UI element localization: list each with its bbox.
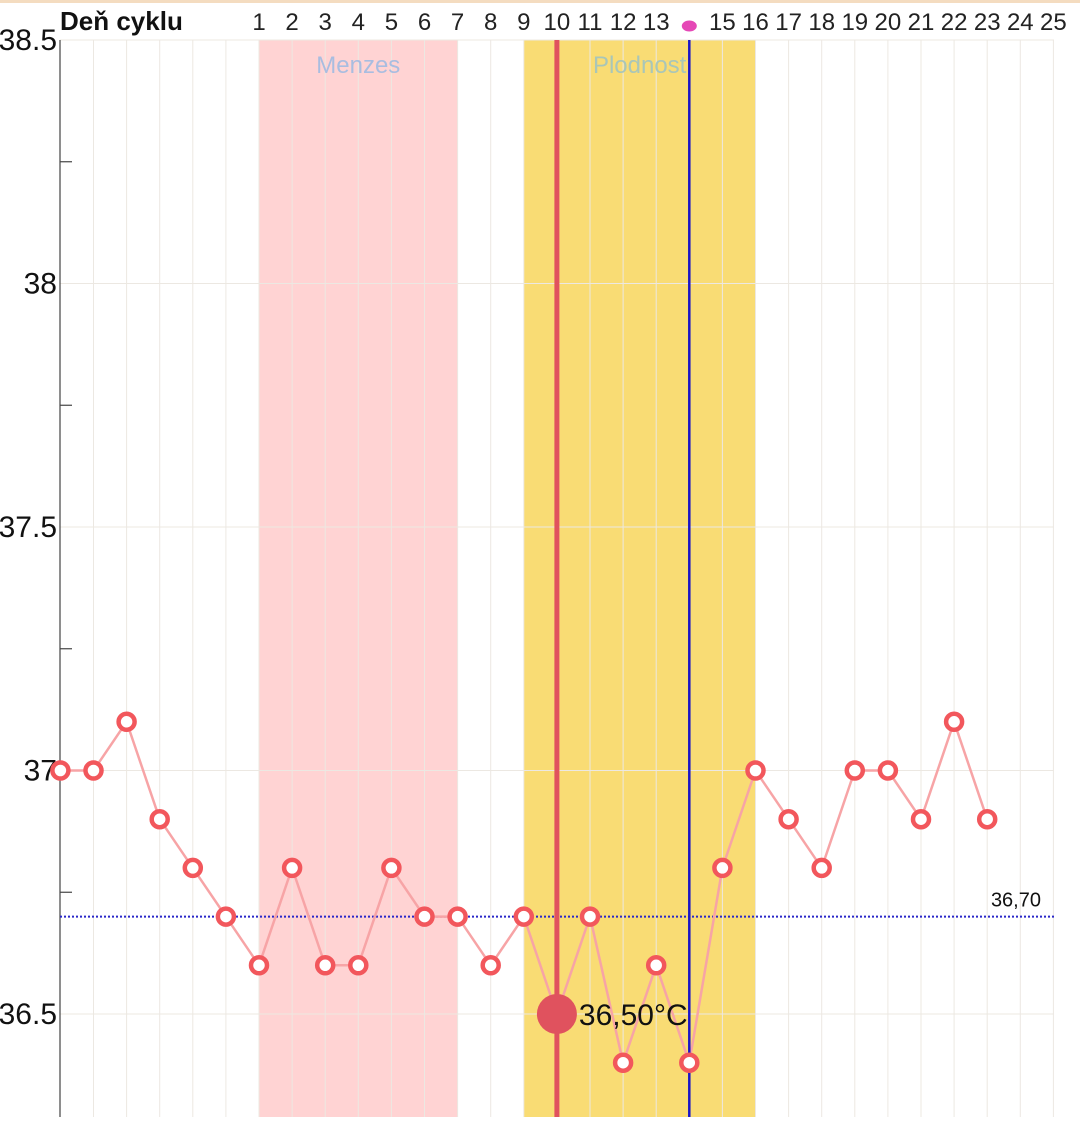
- band-label-menzes: Menzes: [316, 52, 400, 79]
- x-tick-label: 5: [385, 9, 398, 36]
- band-label-plodnost: Plodnost: [593, 52, 687, 79]
- top-strip: [0, 0, 1080, 3]
- data-point[interactable]: [381, 857, 402, 879]
- data-point[interactable]: [943, 711, 965, 733]
- x-tick-label: 19: [841, 9, 868, 36]
- x-tick-label: 2: [285, 9, 298, 36]
- x-tick-label: 16: [742, 9, 769, 36]
- x-tick-label: 25: [1040, 9, 1067, 36]
- data-point[interactable]: [281, 857, 303, 879]
- data-point[interactable]: [645, 955, 667, 976]
- x-tick-label: 12: [610, 9, 637, 36]
- x-tick-label: 10: [544, 9, 571, 36]
- data-point[interactable]: [513, 906, 535, 927]
- x-tick-label: 17: [775, 9, 802, 36]
- data-point[interactable]: [579, 906, 601, 927]
- x-tick-label: 8: [484, 9, 497, 36]
- y-tick-label: 37.5: [0, 511, 57, 544]
- x-tick-label: 9: [517, 9, 530, 36]
- x-axis-title: Deň cyklu: [60, 6, 183, 36]
- x-tick-label: 7: [451, 9, 464, 36]
- x-tick-label: 24: [1007, 9, 1034, 36]
- data-point[interactable]: [811, 857, 832, 879]
- data-point[interactable]: [348, 955, 369, 976]
- x-tick-label: 20: [875, 9, 902, 36]
- x-tick-label: 15: [709, 9, 736, 36]
- y-tick-label: 36.5: [0, 998, 57, 1031]
- data-point[interactable]: [844, 760, 866, 781]
- data-point[interactable]: [447, 906, 468, 927]
- data-point[interactable]: [612, 1052, 634, 1073]
- data-point[interactable]: [480, 955, 501, 976]
- band-plodnost: [523, 40, 756, 1117]
- baseline-label: 36,70: [991, 890, 1041, 912]
- x-tick-label: 22: [941, 9, 968, 36]
- x-tick-label: 6: [418, 9, 431, 36]
- data-point[interactable]: [745, 760, 766, 781]
- y-tick-label: 38: [24, 268, 57, 301]
- y-tick-label: 38.5: [0, 24, 57, 57]
- data-point[interactable]: [83, 760, 104, 781]
- pink-pill-icon: [680, 19, 698, 33]
- data-point[interactable]: [414, 906, 435, 927]
- data-point[interactable]: [778, 808, 799, 830]
- x-tick-label: 18: [808, 9, 835, 36]
- data-point[interactable]: [877, 760, 899, 781]
- selected-data-point[interactable]: [536, 994, 577, 1034]
- data-point[interactable]: [116, 711, 137, 733]
- data-point[interactable]: [149, 808, 170, 830]
- x-tick-label: 4: [352, 9, 365, 36]
- data-point[interactable]: [910, 808, 932, 830]
- data-point[interactable]: [248, 955, 270, 976]
- data-point[interactable]: [50, 760, 71, 781]
- x-tick-label: 3: [319, 9, 332, 36]
- data-point[interactable]: [182, 857, 204, 879]
- data-point[interactable]: [712, 857, 733, 879]
- ovulation-icon: [680, 19, 698, 33]
- x-tick-label: 21: [908, 9, 935, 36]
- x-tick-label: 11: [578, 9, 603, 36]
- data-point[interactable]: [976, 808, 998, 830]
- data-point[interactable]: [679, 1052, 700, 1073]
- x-tick-label: 13: [643, 9, 670, 36]
- x-tick-label: 1: [252, 9, 265, 36]
- data-point[interactable]: [215, 906, 237, 927]
- data-point[interactable]: [314, 955, 336, 976]
- selected-value-label: 36,50°C: [579, 999, 688, 1032]
- x-tick-label: 23: [974, 9, 1001, 36]
